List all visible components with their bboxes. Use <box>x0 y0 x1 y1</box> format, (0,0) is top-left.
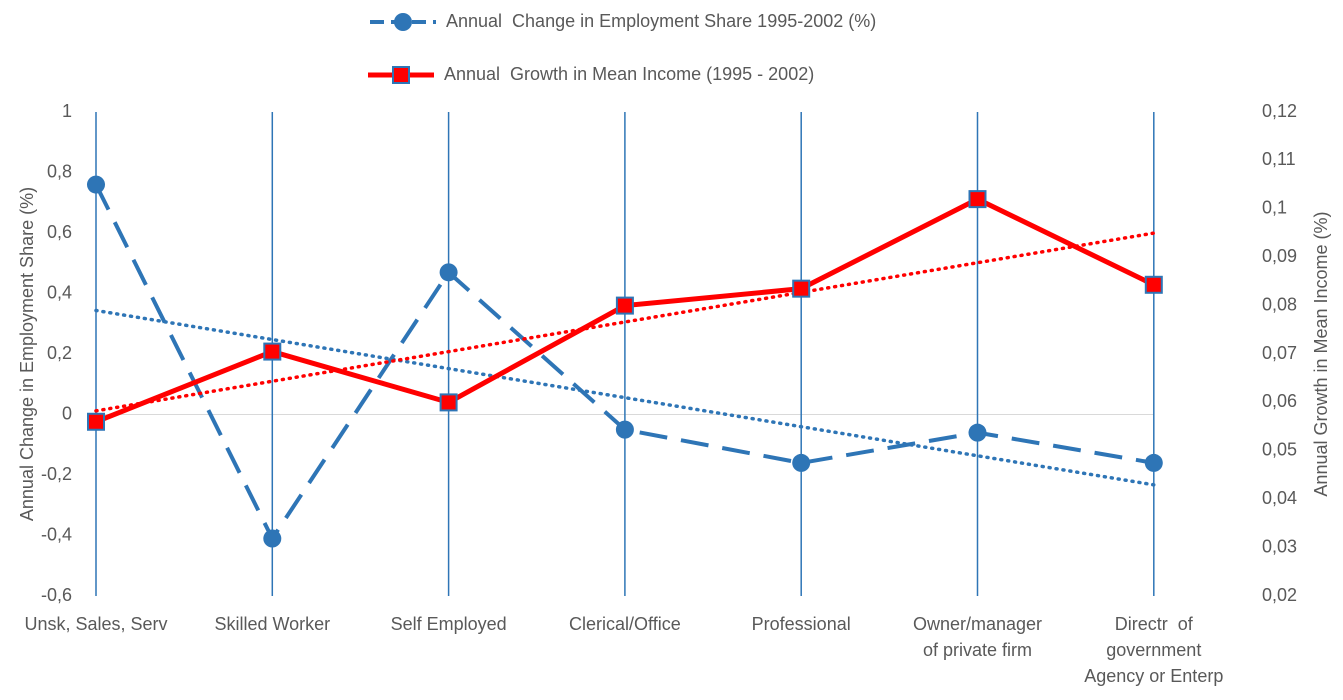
marker <box>792 453 811 472</box>
legend-label: Annual Change in Employment Share 1995-2… <box>446 11 876 31</box>
marker <box>87 412 105 431</box>
y-tick-label: -0,6 <box>41 585 72 605</box>
marker <box>87 175 105 194</box>
y-tick-label: -0,2 <box>41 464 72 484</box>
marker <box>968 190 987 209</box>
marker <box>615 296 634 315</box>
marker <box>263 342 282 361</box>
legend-marker <box>392 66 410 84</box>
y-tick-label: 0,8 <box>47 161 72 181</box>
y2-tick-label: 0,04 <box>1262 488 1297 508</box>
marker <box>1144 453 1163 472</box>
y2-tick-label: 0,1 <box>1262 198 1287 218</box>
y2-tick-label: 0,07 <box>1262 343 1297 363</box>
legend-label: Annual Growth in Mean Income (1995 - 200… <box>444 64 814 84</box>
y-tick-label: 0 <box>62 403 72 423</box>
x-tick-label: Professional <box>752 614 851 634</box>
y2-tick-label: 0,08 <box>1262 294 1297 314</box>
y2-tick-label: 0,05 <box>1262 440 1297 460</box>
y2-tick-label: 0,12 <box>1262 101 1297 121</box>
y-tick-label: 0,2 <box>47 343 72 363</box>
y2-tick-label: 0,06 <box>1262 391 1297 411</box>
y-axis-title: Annual Change in Employment Share (%) <box>17 187 37 521</box>
marker <box>439 263 458 282</box>
x-tick-label: Unsk, Sales, Serv <box>24 614 167 634</box>
marker <box>439 393 458 412</box>
y2-tick-label: 0,09 <box>1262 246 1297 266</box>
marker <box>263 529 282 548</box>
marker <box>615 420 634 439</box>
y-tick-label: 0,4 <box>47 282 72 302</box>
legend-marker <box>394 13 412 31</box>
marker <box>792 279 811 298</box>
y2-tick-label: 0,11 <box>1262 149 1296 169</box>
x-tick-label: Clerical/Office <box>569 614 681 634</box>
marker <box>968 423 987 442</box>
y-tick-label: 1 <box>62 101 72 121</box>
x-tick-label: Owner/manager of private firm <box>913 614 1042 660</box>
y-tick-label: 0,6 <box>47 222 72 242</box>
x-tick-label: Skilled Worker <box>214 614 330 634</box>
x-tick-label: Directr of government Agency or Enterp <box>1084 614 1223 686</box>
y2-tick-label: 0,03 <box>1262 536 1297 556</box>
y-tick-label: -0,4 <box>41 524 72 544</box>
y2-tick-label: 0,02 <box>1262 585 1297 605</box>
y2-axis-title: Annual Growth in Mean Income (%) <box>1311 211 1331 496</box>
marker <box>1144 275 1163 294</box>
x-tick-label: Self Employed <box>391 614 507 634</box>
